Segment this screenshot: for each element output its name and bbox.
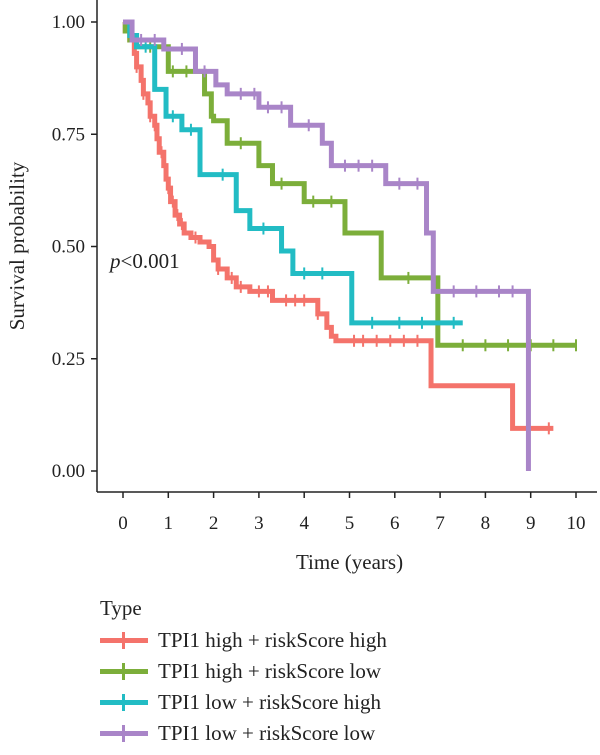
legend-item: TPI1 high + riskScore low [100,656,387,687]
survival-curve-3 [123,19,463,326]
legend-item: TPI1 high + riskScore high [100,625,387,656]
series-layer [122,19,577,471]
x-tick-label: 9 [526,513,536,534]
x-tick-label: 7 [435,513,445,534]
series-4 [123,19,531,471]
survival-curve-1 [122,19,554,431]
y-axis-title: Survival probability [5,161,29,330]
x-tick-label: 6 [390,513,400,534]
survival-chart: 0.00 0.25 0.50 0.75 1.00 0 1 2 3 4 5 6 7 8 9 10 p<0.00… [5,0,597,574]
legend-title: Type [100,596,142,620]
legend-key [100,718,148,749]
legend-key [100,687,148,718]
x-ticks: 0 1 2 3 4 5 6 7 8 9 10 [118,492,586,534]
series-1 [122,19,554,435]
y-tick-label: 0.25 [52,349,85,370]
x-tick-label: 5 [345,513,355,534]
legend-label: TPI1 high + riskScore low [158,659,381,683]
legend-key [100,656,148,687]
x-axis-title: Time (years) [296,550,403,574]
x-tick-label: 4 [299,513,309,534]
legend-label: TPI1 high + riskScore high [158,628,387,652]
x-tick-label: 10 [567,513,586,534]
x-tick-label: 8 [481,513,491,534]
legend-item: TPI1 low + riskScore low [100,718,387,749]
legend: Type TPI1 high + riskScore high TPI1 high… [100,596,387,749]
x-tick-label: 2 [209,513,219,534]
legend-items: TPI1 high + riskScore high TPI1 high + ri… [100,625,387,749]
x-tick-label: 3 [254,513,264,534]
x-tick-label: 0 [118,513,128,534]
y-tick-label: 0.50 [52,237,85,258]
legend-label: TPI1 low + riskScore low [158,721,376,745]
y-tick-label: 0.75 [52,124,85,145]
survival-curve-4 [123,19,531,471]
legend-item: TPI1 low + riskScore high [100,687,387,718]
axes: 0.00 0.25 0.50 0.75 1.00 0 1 2 3 4 5 6 7 8 9 10 [52,0,597,534]
legend-label: TPI1 low + riskScore high [158,690,381,714]
y-ticks: 0.00 0.25 0.50 0.75 1.00 [52,12,97,482]
legend-key [100,625,148,656]
x-tick-label: 1 [164,513,174,534]
y-tick-label: 0.00 [52,461,85,482]
series-3 [123,19,463,329]
y-tick-label: 1.00 [52,12,85,33]
p-value-annotation: p<0.001 [108,249,180,273]
